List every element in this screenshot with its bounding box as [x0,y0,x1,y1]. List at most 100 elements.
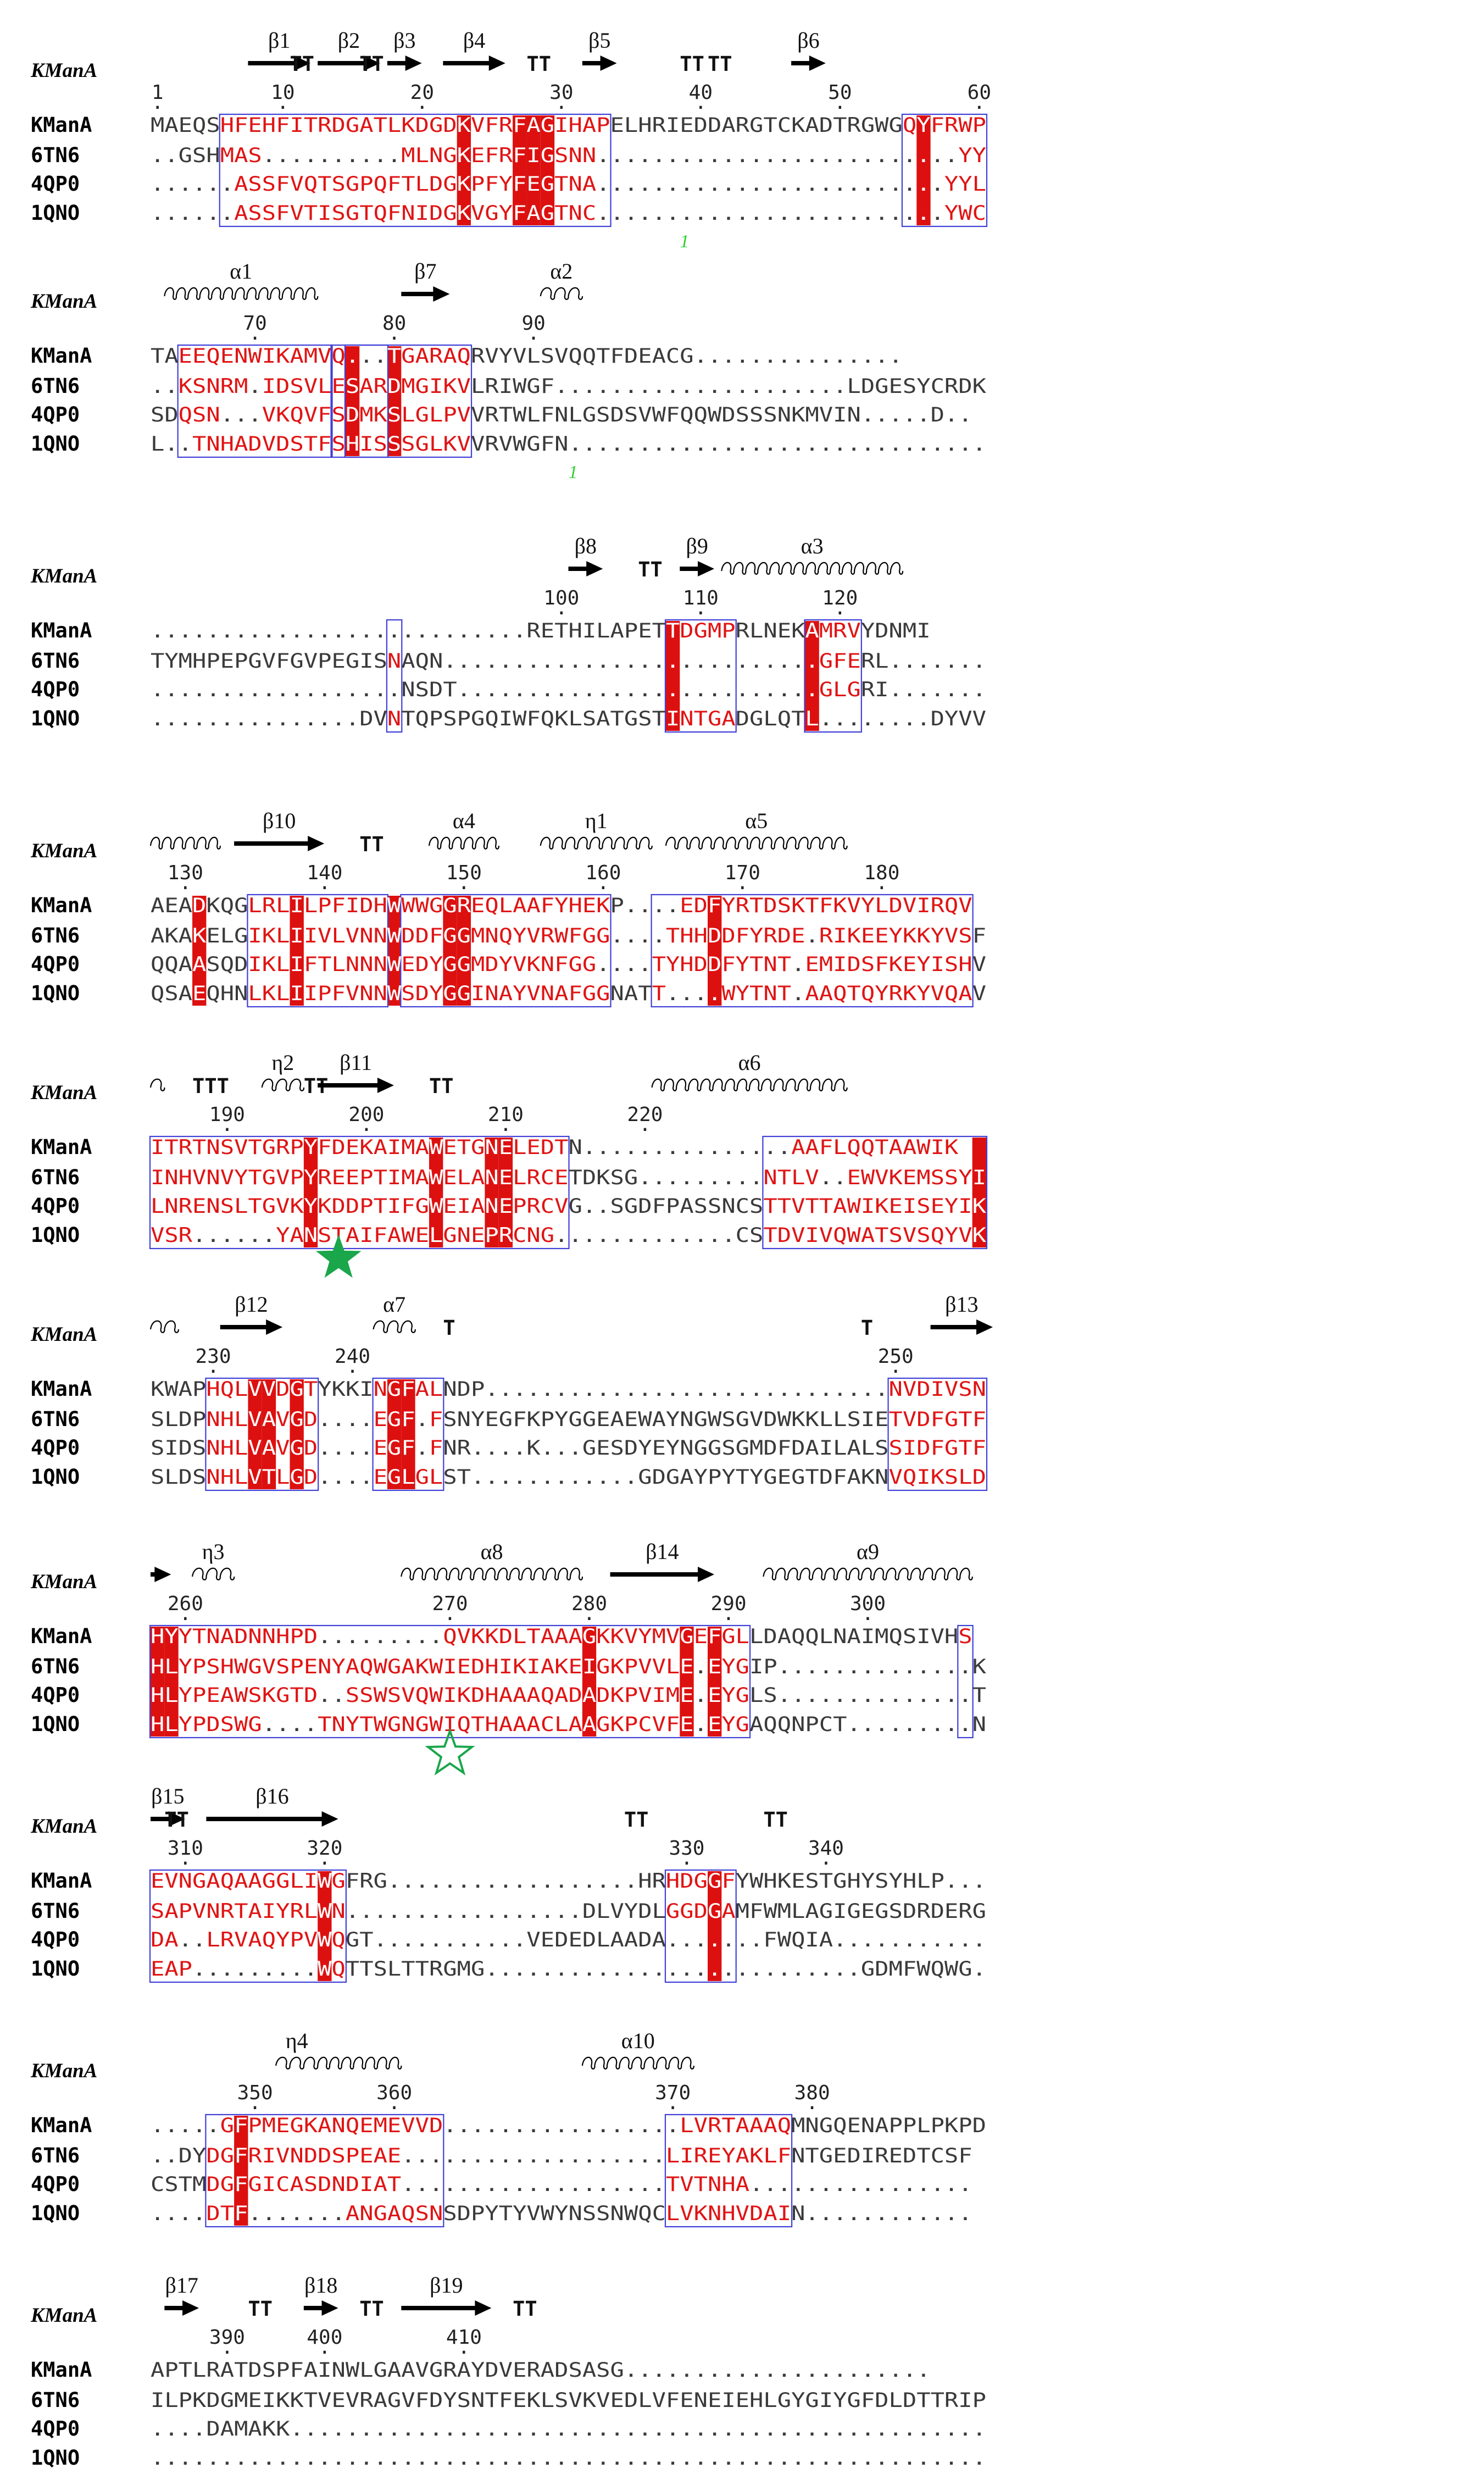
residue-tick: . [416,91,428,114]
beta-strand-label: β9 [686,534,708,558]
beta-strand-label: β10 [263,808,296,833]
sequence-name: KManA [31,2358,92,2382]
beta-strand-arrowhead [363,56,380,71]
helix-label: η4 [286,2028,308,2053]
helix-label: η3 [202,1539,225,1564]
residue-number: 230 [196,1345,231,1368]
beta-strand-arrowhead [586,561,603,576]
beta-strand-arrowhead [321,2300,338,2316]
residue-tick: . [249,2092,261,2114]
sequence-name: 6TN6 [31,1899,80,1923]
residue-tick: . [180,1602,192,1625]
identical-column [708,1871,722,1981]
residue-number: 20 [410,81,434,104]
residue-tick: . [694,91,707,114]
sequence-name: KManA [31,2114,92,2137]
residue-number: 310 [168,1837,203,1860]
residue-tick: . [249,322,261,345]
residue-tick: . [319,1847,331,1870]
residue-tick: . [862,1602,874,1625]
sequence-row: HLYPDSWG....TNYTWGNGWIQTHAAACLAAGKPCVFE.… [151,1712,986,1736]
block-header-label: KManA [30,1815,97,1838]
block-header-label: KManA [30,1081,97,1104]
residue-number: 190 [209,1103,245,1126]
block-header-label: KManA [30,2060,97,2082]
beta-strand-arrowhead [308,836,325,851]
turn-label: TT [429,1074,454,1098]
block-header-label: KManA [30,59,97,82]
beta-strand-arrowhead [168,1811,185,1827]
residue-tick: . [360,1113,373,1136]
identical-column [234,2116,248,2226]
similarity-box [344,344,473,458]
sequence-name: 4QP0 [31,678,80,701]
sequence-row: AEADKQGLRLILPFIDHWWWGGREQLAAFYHEKP....ED… [151,894,972,917]
residue-number: 180 [864,862,899,884]
residue-tick: . [806,2092,818,2114]
turn-label: TT [248,2297,273,2321]
residue-number: 260 [168,1593,203,1615]
residue-tick: . [820,1847,832,1870]
beta-strand-label: β19 [430,2273,463,2298]
beta-strand-label: β15 [151,1784,184,1809]
residue-number: 280 [571,1593,607,1615]
residue-number: 410 [446,2326,482,2349]
sequence-name: 4QP0 [31,1928,80,1951]
residue-number: 370 [655,2082,691,2104]
beta-strand-label: β14 [646,1539,679,1564]
beta-strand-arrowhead [488,56,505,71]
identical-column [401,1379,415,1489]
turn-label: TT [359,833,384,856]
similarity-box [400,894,612,1008]
residue-tick: . [458,872,470,894]
sequence-row: ...........................RETHILAPETTDG… [151,619,931,642]
helix-label: α3 [801,534,824,558]
beta-strand-arrowhead [433,286,450,302]
helix-coil [581,2056,694,2070]
sequence-name: 6TN6 [31,1166,80,1189]
helix-coil [149,1078,165,1091]
sequence-row: QSAEQHNLKLIIPFVNNWSDYGGINAYVNAFGGNATT...… [151,981,986,1005]
residue-tick: . [180,872,192,894]
helix-coil [191,1567,235,1580]
residue-number: 100 [543,587,579,609]
identical-column [303,1138,318,1247]
beta-strand-label: β17 [165,2273,198,2298]
sequence-name: 1QNO [31,1712,80,1736]
sequence-row: ..GSHMAS..........MLNGKEFRFIGSNN........… [151,143,986,167]
residue-number: 340 [808,1837,844,1860]
beta-strand-label: β12 [235,1292,268,1317]
sequence-name: 6TN6 [31,649,80,673]
residue-number: 60 [968,81,991,104]
residue-number: 110 [683,587,719,609]
identical-column [443,896,457,1006]
sequence-name: 1QNO [31,1223,80,1247]
residue-tick: . [152,91,164,114]
sequence-row: ....DTF.......ANGAQSNSDPYTYVWYNSSNWQCLVK… [151,2201,972,2225]
residue-number: 400 [307,2326,342,2349]
beta-strand-arrowhead [377,1078,394,1093]
sequence-row: SIDSNHLVAVGD....EGF.FNR....K...GESDYEYNG… [151,1436,986,1460]
similarity-box [762,1135,988,1250]
identical-column [457,115,471,225]
sequence-row: .....GFPMEGKANQEMEVVD.................LV… [151,2114,986,2137]
residue-tick: . [737,872,749,894]
sequence-name: 1QNO [31,1957,80,1981]
sequence-row: QQAASQDIKLIFTLNNNWEDYGGMDYVKNFGG....TYHD… [151,952,986,976]
beta-strand-label: β8 [575,534,597,558]
sequence-row: VSR......YANSTAIFAWELGNEPRCNG...........… [151,1223,986,1247]
residue-number: 270 [432,1593,468,1615]
sequence-name: 6TN6 [31,2388,80,2412]
sequence-name: 1QNO [31,2201,80,2225]
identical-column [708,1627,722,1737]
similarity-box [957,1624,974,1739]
similarity-box [149,1135,570,1250]
residue-tick: . [667,2092,679,2114]
sequence-row: HLYPEAWSKGTD..SSWSVQWIKDHAAAQADADKPVIME.… [151,1683,986,1707]
residue-tick: . [319,872,331,894]
turn-label: TT [624,1808,649,1832]
